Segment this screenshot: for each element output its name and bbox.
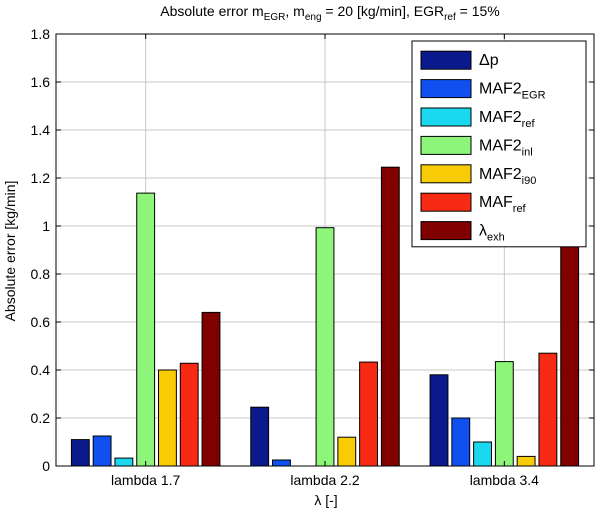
- bar-MAF2ref: [114, 457, 134, 467]
- y-axis: 0 0.2 0.4 0.6 0.8 1 1.2 1.4 1.6 1.8: [31, 26, 594, 474]
- bar-Δp: [70, 439, 90, 467]
- legend-entry: MAF2inl: [479, 137, 533, 158]
- y-tick-label: 1.6: [31, 74, 51, 90]
- legend-subscript: ref: [522, 118, 536, 130]
- legend-subscript: i90: [522, 175, 537, 187]
- legend-base: MAF: [479, 194, 513, 211]
- y-tick-label: 0.6: [31, 314, 51, 330]
- legend-base: MAF2: [479, 109, 522, 126]
- legend-base: MAF2: [479, 81, 522, 98]
- legend-swatch: [420, 79, 472, 99]
- bar-λexh: [380, 166, 400, 467]
- legend-swatch: [420, 164, 472, 184]
- y-tick-label: 0.2: [31, 410, 51, 426]
- bar-MAFref: [179, 362, 199, 467]
- bar-MAF2i90: [158, 369, 177, 467]
- legend-subscript: exh: [487, 232, 505, 244]
- legend-subscript: EGR: [522, 90, 546, 102]
- legend-entry: Δp: [479, 52, 499, 69]
- legend-subscript: inl: [522, 146, 533, 158]
- y-tick-label: 1.8: [31, 26, 51, 42]
- title-part: = 15%: [456, 3, 500, 19]
- x-tick-label: lambda 3.4: [470, 472, 539, 488]
- y-tick-label: 0.4: [31, 362, 51, 378]
- bar-MAF2i90: [516, 455, 536, 467]
- y-tick-label: 1.4: [31, 122, 51, 138]
- bar-MAF2EGR: [92, 435, 112, 467]
- legend-base: MAF2: [479, 166, 522, 183]
- title-part: EGR: [264, 12, 286, 23]
- legend-subscript: ref: [513, 203, 527, 215]
- bar-MAFref: [538, 352, 558, 467]
- y-tick-label: 1: [42, 218, 50, 234]
- x-tick-label: lambda 1.7: [111, 472, 180, 488]
- title-part: Absolute error m: [160, 3, 263, 19]
- bar-MAF2EGR: [272, 459, 291, 467]
- bar-MAF2inl: [494, 361, 514, 467]
- bar-MAF2inl: [315, 227, 335, 467]
- legend-entry: MAF2EGR: [479, 81, 546, 102]
- y-tick-label: 1.2: [31, 170, 51, 186]
- legend-base: λ: [479, 223, 487, 240]
- y-axis-label: Absolute error [kg/min]: [2, 181, 18, 322]
- title-part: ref: [444, 12, 456, 23]
- bar-MAF2inl: [136, 192, 156, 467]
- legend-base: MAF2: [479, 137, 522, 154]
- legend-swatch: [420, 135, 472, 155]
- legend-base: Δp: [479, 52, 499, 69]
- bar-MAF2ref: [473, 441, 492, 467]
- bars: [70, 91, 580, 467]
- bar-Δp: [250, 406, 270, 467]
- legend-swatch: [420, 221, 472, 241]
- y-tick-label: 0.8: [31, 266, 51, 282]
- legend-swatch: [420, 107, 472, 127]
- legend-swatch: [420, 50, 472, 70]
- x-axis-label: λ [-]: [314, 492, 337, 508]
- bar-λexh: [201, 311, 221, 467]
- bar-Δp: [429, 374, 449, 467]
- legend-entry: λexh: [479, 223, 505, 244]
- title-part: , m: [285, 3, 304, 19]
- x-axis: lambda 1.7 lambda 2.2 lambda 3.4: [111, 34, 539, 488]
- x-tick-label: lambda 2.2: [290, 472, 359, 488]
- y-tick-label: 0: [42, 458, 50, 474]
- legend-entry: MAF2ref: [479, 109, 535, 130]
- bar-MAFref: [359, 361, 378, 467]
- legend-swatch: [420, 192, 472, 212]
- title-part: eng: [305, 12, 322, 23]
- title-part: = 20 [kg/min], EGR: [322, 3, 445, 19]
- legend-entry: MAFref: [479, 194, 527, 215]
- bar-MAF2i90: [337, 436, 357, 467]
- chart-title: Absolute error mEGR, meng = 20 [kg/min],…: [160, 3, 500, 23]
- legend-entry: MAF2i90: [479, 166, 536, 187]
- bar-MAF2EGR: [451, 417, 471, 467]
